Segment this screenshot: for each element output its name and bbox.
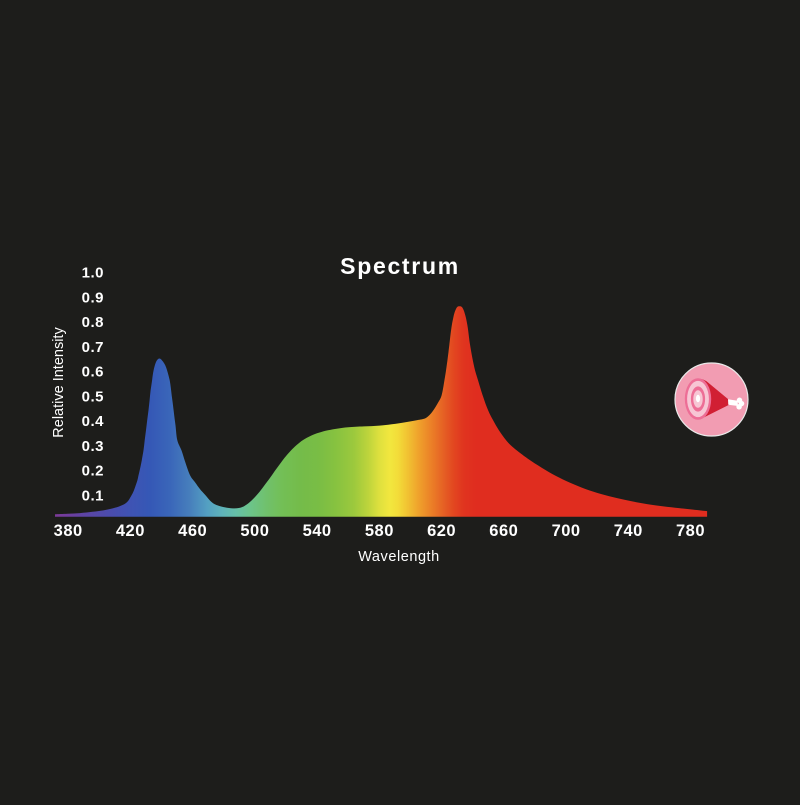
svg-text:380: 380 [54, 522, 83, 540]
svg-text:0.5: 0.5 [82, 388, 104, 405]
svg-text:Wavelength: Wavelength [358, 549, 440, 565]
svg-text:660: 660 [489, 522, 518, 540]
svg-text:1.0: 1.0 [82, 265, 104, 282]
svg-text:Relative Intensity: Relative Intensity [51, 327, 67, 438]
svg-text:0.2: 0.2 [82, 463, 104, 480]
svg-text:620: 620 [427, 522, 456, 540]
svg-text:500: 500 [240, 522, 269, 540]
svg-text:0.7: 0.7 [82, 339, 104, 356]
svg-text:Spectrum: Spectrum [340, 253, 460, 279]
svg-text:780: 780 [676, 522, 705, 540]
svg-text:460: 460 [178, 522, 207, 540]
svg-text:0.4: 0.4 [82, 413, 105, 430]
svg-text:0.3: 0.3 [82, 438, 104, 455]
svg-text:0.6: 0.6 [82, 364, 104, 381]
svg-text:740: 740 [614, 522, 643, 540]
svg-text:0.9: 0.9 [82, 289, 104, 306]
svg-text:540: 540 [303, 522, 332, 540]
svg-text:0.1: 0.1 [82, 488, 104, 505]
svg-text:700: 700 [552, 522, 581, 540]
svg-text:420: 420 [116, 522, 145, 540]
svg-text:0.8: 0.8 [82, 314, 104, 331]
svg-text:580: 580 [365, 522, 394, 540]
